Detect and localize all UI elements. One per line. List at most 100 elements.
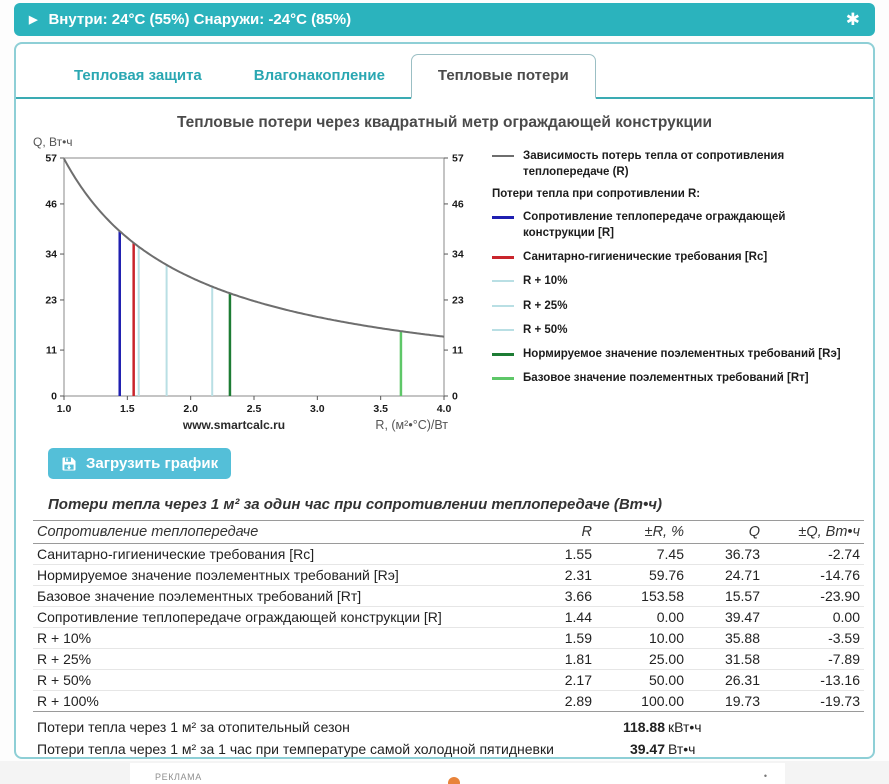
table-body: Санитарно-гигиенические требования [Rc] 1… — [33, 543, 864, 712]
legend-swatch-line — [492, 280, 514, 289]
row-value-cell: 2.89 — [524, 690, 596, 712]
row-value-cell: 3.66 — [524, 585, 596, 607]
summary-value: 118.88 — [622, 719, 665, 735]
save-icon — [62, 457, 76, 470]
row-value-cell: 0.00 — [596, 606, 688, 628]
legend-swatch-line — [492, 352, 514, 362]
y-tick-label: 34 — [45, 249, 57, 261]
summary-unit: Вт•ч — [668, 741, 696, 757]
row-value-cell: 50.00 — [596, 669, 688, 691]
x-tick-label: 2.0 — [183, 403, 198, 415]
legend-subtitle: Потери тепла при сопротивлении R: — [492, 188, 701, 201]
y-tick-label-right: 23 — [452, 294, 464, 306]
row-value-cell: 15.57 — [688, 585, 764, 607]
row-label-cell: R + 50% — [33, 669, 524, 691]
summary-row: Потери тепла через 1 м² за отопительный … — [33, 716, 864, 738]
x-tick-label: 1.0 — [57, 403, 72, 415]
row-value-cell: 39.47 — [688, 606, 764, 628]
row-value-cell: -19.73 — [764, 690, 864, 712]
legend-label: Нормируемое значение поэлементных требов… — [523, 347, 841, 360]
expand-arrow-icon[interactable]: ▶ — [29, 14, 38, 26]
row-value-cell: -3.59 — [764, 627, 864, 649]
legend-item: Сопротивление теплопередаче ограждающей … — [492, 209, 857, 241]
row-value-cell: 1.55 — [524, 543, 596, 565]
legend-swatch-line — [492, 328, 514, 338]
chart-title: Тепловые потери через квадратный метр ог… — [176, 114, 713, 131]
table-row: Базовое значение поэлементных требований… — [33, 585, 864, 607]
legend-label: R + 25% — [523, 299, 568, 312]
row-value-cell: 0.00 — [764, 606, 864, 628]
legend-item: Санитарно-гигиенические требования [Rc] — [492, 249, 857, 265]
row-label-cell: Базовое значение поэлементных требований… — [33, 585, 524, 607]
x-tick-label: 3.5 — [373, 403, 388, 415]
row-value-cell: 24.71 — [688, 564, 764, 586]
row-value-cell: 36.73 — [688, 543, 764, 565]
legend-item: Базовое значение поэлементных требований… — [492, 370, 857, 386]
download-chart-button[interactable]: Загрузить график — [48, 448, 232, 479]
tab-moisture-accumulation[interactable]: Влагонакопление — [253, 67, 385, 84]
row-value-cell: 31.58 — [688, 648, 764, 670]
temperature-status-text: Внутри: 24°C (55%) Снаружи: -24°C (85%) — [48, 11, 352, 28]
row-label-cell: R + 25% — [33, 648, 524, 670]
row-value-cell: -13.16 — [764, 669, 864, 691]
row-label-cell: Сопротивление теплопередаче ограждающей … — [33, 606, 524, 628]
status-bar[interactable]: ▶ Внутри: 24°C (55%) Снаружи: -24°C (85%… — [14, 3, 875, 36]
column-header-r: R — [524, 520, 596, 544]
legend-swatch-line — [492, 216, 514, 241]
table-row: R + 100% 2.89 100.00 19.73 -19.73 — [33, 690, 864, 712]
legend-label: Зависимость потерь тепла от сопротивлени… — [523, 150, 785, 179]
tab-thermal-protection[interactable]: Тепловая защита — [74, 67, 202, 84]
summary-label: Потери тепла через 1 м² за отопительный … — [37, 719, 350, 735]
row-value-cell: -14.76 — [764, 564, 864, 586]
tab-bar: Тепловая защита Влагонакопление Тепловые… — [16, 54, 873, 99]
table-section-title: Потери тепла через 1 м² за один час при … — [48, 496, 663, 513]
row-value-cell: 2.17 — [524, 669, 596, 691]
summary-label: Потери тепла через 1 м² за 1 час при тем… — [37, 741, 554, 757]
y-tick-label-right: 57 — [452, 153, 464, 165]
legend-label: Санитарно-гигиенические требования [Rc] — [523, 251, 768, 264]
snowflake-icon: ✱ — [845, 9, 860, 29]
column-header-dr: ±R, % — [596, 520, 688, 544]
row-value-cell: 100.00 — [596, 690, 688, 712]
footer-strip: РЕКЛАМА • — [0, 761, 889, 784]
ad-banner[interactable]: РЕКЛАМА • — [130, 763, 785, 784]
row-value-cell: 35.88 — [688, 627, 764, 649]
row-label-cell: Санитарно-гигиенические требования [Rc] — [33, 543, 524, 565]
legend-swatch-line — [492, 304, 514, 314]
legend-swatch-line — [492, 256, 514, 265]
table-row: Нормируемое значение поэлементных требов… — [33, 564, 864, 586]
row-label-cell: R + 100% — [33, 690, 524, 712]
watermark: www.smartcalc.ru — [182, 418, 285, 432]
heat-loss-curve — [63, 158, 445, 338]
table-row: Сопротивление теплопередаче ограждающей … — [33, 606, 864, 628]
row-value-cell: 26.31 — [688, 669, 764, 691]
x-axis-label: R, (м²•°C)/Вт — [375, 418, 448, 432]
main-panel: Тепловая защита Влагонакопление Тепловые… — [14, 42, 875, 759]
y-tick-label-right: 11 — [452, 345, 463, 357]
legend-swatch-line — [492, 376, 514, 386]
summary-section: Потери тепла через 1 м² за отопительный … — [33, 716, 864, 757]
column-header-q: Q — [688, 520, 764, 544]
row-value-cell: 25.00 — [596, 648, 688, 670]
ad-menu-icon[interactable]: • — [763, 771, 767, 781]
y-tick-label: 46 — [45, 198, 57, 210]
row-value-cell: 2.31 — [524, 564, 596, 586]
heat-loss-table: Сопротивление теплопередаче R ±R, % Q ±Q… — [33, 520, 864, 712]
x-tick-label: 1.5 — [120, 403, 135, 415]
x-tick-label: 2.5 — [247, 403, 262, 415]
y-tick-label: 11 — [46, 345, 57, 357]
column-header-dq: ±Q, Вт•ч — [764, 520, 864, 544]
plot-frame — [63, 157, 445, 397]
x-tick-label: 3.0 — [310, 403, 325, 415]
legend-label: R + 10% — [523, 275, 568, 288]
y-tick-label-right: 46 — [452, 198, 464, 210]
tab-heat-losses[interactable]: Тепловые потери — [410, 54, 596, 99]
row-value-cell: 59.76 — [596, 564, 688, 586]
table-row: R + 50% 2.17 50.00 26.31 -13.16 — [33, 669, 864, 691]
y-tick-label: 57 — [45, 153, 57, 165]
legend-label: Базовое значение поэлементных требований… — [523, 371, 809, 384]
row-value-cell: -23.90 — [764, 585, 864, 607]
row-label-cell: R + 10% — [33, 627, 524, 649]
row-value-cell: -7.89 — [764, 648, 864, 670]
legend-swatch-line — [492, 155, 514, 180]
